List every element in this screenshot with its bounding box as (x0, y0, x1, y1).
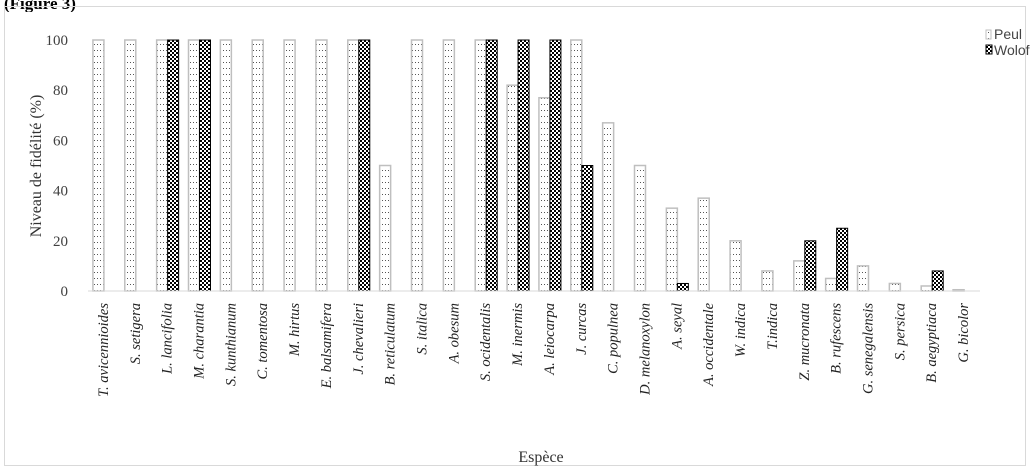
bar-peul (697, 197, 710, 292)
bar-peul (601, 122, 615, 292)
legend-label-wolof: Wolof (994, 42, 1030, 58)
bar-peul (378, 164, 392, 292)
bar-peul (155, 39, 169, 292)
chart-frame (4, 6, 1026, 466)
x-category-label: J. curcas (574, 303, 590, 355)
y-tick-label: 100 (46, 33, 69, 49)
bar-peul (506, 84, 519, 292)
x-category-label: W. indica (733, 303, 749, 357)
bar-wolof (199, 39, 211, 292)
x-category-label: A. occidentale (701, 302, 717, 387)
bar-wolof (167, 39, 180, 292)
bar-peul (347, 39, 360, 292)
bar-wolof (676, 282, 689, 292)
y-tick-label: 20 (53, 234, 68, 250)
y-tick-label: 40 (53, 184, 68, 200)
x-category-label: J. chevalieri (351, 303, 367, 375)
bar-peul (283, 39, 296, 292)
x-category-label: Z. mucronata (797, 303, 813, 381)
bar-wolof (358, 39, 371, 292)
x-category-label: A. leiocarpa (542, 303, 558, 376)
bar-peul (538, 96, 551, 292)
bar-peul (665, 207, 679, 292)
bar-peul (187, 39, 201, 292)
y-tick-label: 0 (61, 284, 69, 300)
bar-peul (633, 164, 647, 292)
x-category-label: S. ocidentalis (478, 303, 494, 381)
legend-label-peul: Peul (994, 26, 1022, 42)
y-tick-label: 80 (53, 83, 68, 99)
y-axis-label: Niveau de fidélité (%) (28, 95, 45, 238)
x-category-label: G. senegalensis (861, 303, 877, 394)
x-category-label: S. persica (892, 303, 908, 360)
bar-peul (410, 39, 424, 292)
x-category-label: T.indica (765, 303, 781, 350)
bar-peul (219, 39, 233, 292)
bar-peul (824, 277, 838, 292)
bar-peul (570, 39, 583, 292)
x-category-label: B. reticulatum (383, 303, 399, 385)
bar-peul (251, 39, 264, 292)
bar-peul (729, 240, 742, 292)
bar-peul (761, 270, 774, 292)
bar-wolof (931, 270, 944, 292)
bar-peul (442, 39, 456, 292)
x-category-label: M. charantia (192, 303, 208, 380)
x-category-label: M. inermis (510, 303, 526, 367)
x-category-label: C. populnea (606, 303, 622, 374)
x-axis-label: Espèce (518, 449, 563, 466)
x-category-label: E. balsamifera (319, 303, 335, 389)
bar-wolof (549, 39, 562, 292)
x-category-label: B. rufescens (829, 303, 845, 374)
legend-swatch-wolof (985, 44, 993, 55)
bar-wolof (517, 39, 530, 292)
bar-peul (124, 39, 137, 292)
x-category-label: A. obesum (446, 303, 462, 364)
x-category-label: D. melanoxylon (638, 303, 654, 396)
x-category-label: C. tomentosa (255, 303, 271, 380)
x-category-label: B. aegyptiaca (924, 303, 940, 383)
bar-peul (793, 260, 806, 292)
bar-peul (920, 285, 933, 292)
y-tick-label: 60 (53, 133, 68, 149)
bar-peul (474, 39, 487, 292)
bar-wolof (836, 227, 849, 292)
bar-peul (888, 282, 902, 292)
bar-peul (92, 39, 105, 292)
bar-wolof (804, 240, 817, 292)
x-category-label: L. lancifolia (160, 303, 176, 375)
bar-peul (315, 39, 328, 292)
bar-wolof (485, 39, 498, 292)
x-category-label: A. seyal (669, 303, 685, 350)
x-category-label: S. italica (415, 303, 431, 355)
x-category-label: G. bicolor (956, 303, 972, 363)
legend-swatch-peul (985, 29, 992, 40)
x-category-label: M. hirtus (287, 303, 303, 358)
x-category-label: S. setigera (128, 303, 144, 364)
bar-wolof (581, 165, 594, 292)
x-category-label: T. avicennioides (96, 303, 112, 397)
bar-peul (856, 265, 870, 292)
x-category-label: S. kunthianum (223, 303, 239, 386)
